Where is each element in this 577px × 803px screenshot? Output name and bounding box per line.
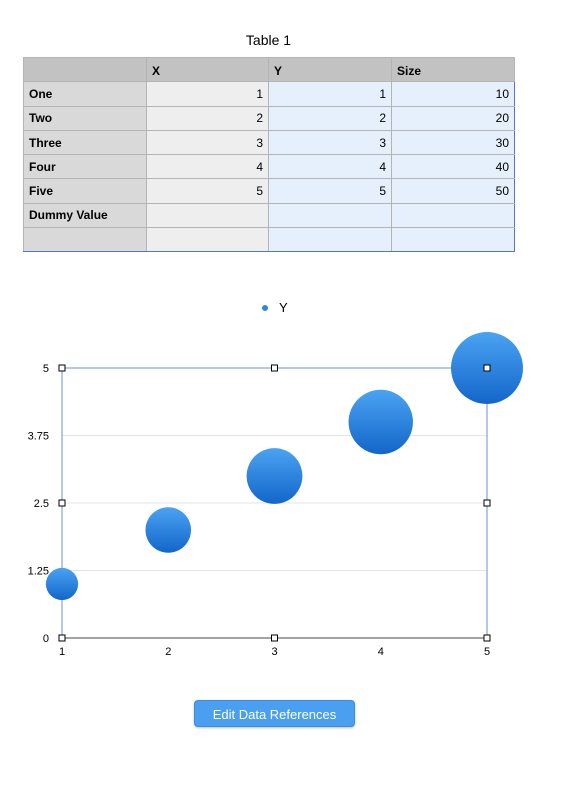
legend-label: Y bbox=[279, 300, 288, 315]
x-cell[interactable]: 5 bbox=[146, 178, 269, 204]
bubble-series[interactable] bbox=[45, 332, 523, 601]
y-cell[interactable]: 2 bbox=[268, 105, 392, 131]
selection-handles[interactable] bbox=[58, 364, 491, 642]
resize-handle[interactable] bbox=[271, 634, 278, 642]
edit-data-references-button[interactable]: Edit Data References bbox=[194, 700, 355, 727]
y-tick-label: 1.25 bbox=[28, 566, 49, 578]
bubble-point[interactable] bbox=[45, 567, 79, 601]
y-tick-label: 0 bbox=[43, 633, 49, 645]
x-tick-label: 2 bbox=[165, 646, 171, 658]
bubble-point[interactable] bbox=[348, 389, 413, 455]
x-tick-label: 1 bbox=[59, 646, 65, 658]
row-label-cell[interactable]: Five bbox=[23, 178, 147, 204]
resize-handle[interactable] bbox=[483, 364, 491, 372]
y-cell[interactable] bbox=[268, 227, 392, 253]
y-tick-label: 3.75 bbox=[28, 431, 49, 443]
size-cell[interactable]: 50 bbox=[391, 178, 515, 204]
y-cell[interactable]: 1 bbox=[268, 81, 392, 107]
header-y[interactable]: Y bbox=[268, 56, 392, 83]
resize-handle[interactable] bbox=[483, 499, 491, 507]
resize-handle[interactable] bbox=[271, 364, 278, 372]
y-cell[interactable]: 5 bbox=[268, 178, 392, 204]
resize-handle[interactable] bbox=[483, 634, 491, 642]
x-cell[interactable] bbox=[146, 202, 269, 229]
resize-handle[interactable] bbox=[58, 364, 66, 372]
y-cell[interactable] bbox=[268, 202, 392, 229]
y-cell[interactable]: 3 bbox=[268, 129, 392, 156]
x-tick-label: 3 bbox=[271, 646, 277, 658]
size-cell[interactable]: 30 bbox=[391, 129, 515, 156]
size-cell[interactable]: 10 bbox=[391, 81, 515, 107]
table-header-row: X Y Size bbox=[23, 56, 515, 83]
row-label-cell[interactable]: One bbox=[23, 81, 147, 107]
bubble-point[interactable] bbox=[145, 507, 192, 553]
x-cell[interactable]: 1 bbox=[146, 81, 269, 107]
resize-handle[interactable] bbox=[58, 634, 66, 642]
size-cell[interactable] bbox=[391, 202, 515, 229]
row-label-cell[interactable] bbox=[23, 227, 147, 253]
header-size[interactable]: Size bbox=[391, 56, 515, 83]
y-tick-label: 5 bbox=[43, 363, 49, 375]
x-tick-label: 5 bbox=[484, 646, 490, 658]
chart-legend[interactable]: Y bbox=[262, 300, 288, 315]
x-tick-label: 4 bbox=[378, 646, 384, 658]
table-title: Table 1 bbox=[245, 32, 292, 48]
x-cell[interactable] bbox=[146, 227, 269, 253]
row-label-cell[interactable]: Four bbox=[23, 154, 147, 180]
table-row: Three 3 3 30 bbox=[23, 129, 515, 156]
table-row: Five 5 5 50 bbox=[23, 178, 515, 204]
y-cell[interactable]: 4 bbox=[268, 154, 392, 180]
table-row bbox=[23, 227, 515, 253]
legend-marker bbox=[262, 304, 268, 311]
x-cell[interactable]: 2 bbox=[146, 105, 269, 131]
y-tick-label: 2.5 bbox=[34, 498, 49, 510]
size-cell[interactable] bbox=[391, 227, 515, 253]
tick-labels: 0 1.25 2.5 3.75 5 1 2 3 4 5 bbox=[28, 363, 490, 658]
resize-handle[interactable] bbox=[58, 499, 66, 507]
table-row: One 1 1 10 bbox=[23, 81, 515, 107]
row-label-cell[interactable]: Three bbox=[23, 129, 147, 156]
row-label-cell[interactable]: Dummy Value bbox=[23, 202, 147, 229]
x-cell[interactable]: 4 bbox=[146, 154, 269, 180]
x-cell[interactable]: 3 bbox=[146, 129, 269, 156]
bubble-point[interactable] bbox=[246, 448, 303, 504]
data-table[interactable]: X Y Size One 1 1 10 Two 2 2 20 Three 3 3… bbox=[23, 56, 515, 253]
table-row: Dummy Value bbox=[23, 202, 515, 229]
